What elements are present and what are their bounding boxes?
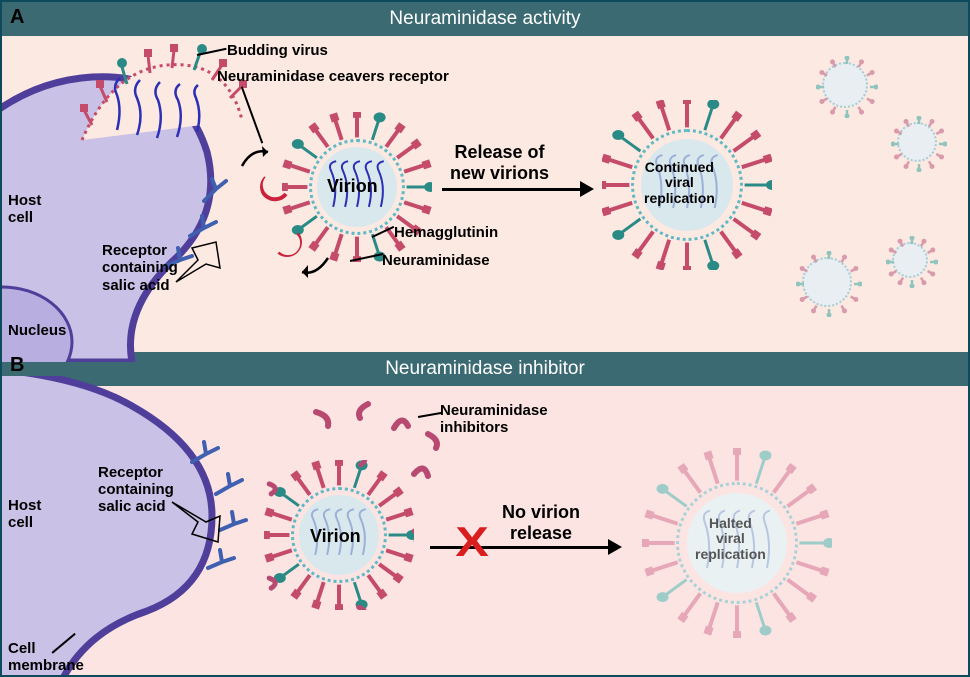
arrow-release-label: Release of new virions: [450, 142, 549, 184]
budding-virus: [72, 40, 252, 160]
receptor-b-2: [214, 472, 248, 500]
tiny-virion-1: [822, 62, 868, 108]
virion-halted-label: Halted viral replication: [695, 516, 766, 562]
arrow-novirion-label: No virion release: [502, 502, 580, 544]
diagram-frame: Neuraminidase activity A Host cell Nucle…: [0, 0, 970, 677]
tiny-virion-3: [802, 257, 852, 307]
curve-arrow-1: [238, 142, 274, 172]
inhibitor-5: [410, 460, 432, 482]
panel-a: Neuraminidase activity A Host cell Nucle…: [2, 2, 968, 352]
receptor-a-1: [202, 177, 236, 205]
tiny-virion-4: [892, 242, 928, 278]
virion-continued-label: Continued viral replication: [644, 160, 715, 206]
x-mark: X: [455, 518, 489, 566]
receptor-a-2: [188, 214, 222, 242]
label-neura: Neuraminidase: [382, 252, 490, 269]
receptor-b-1: [190, 440, 224, 468]
label-host-cell-a: Host cell: [8, 192, 41, 227]
virion-main-a-label: Virion: [327, 177, 378, 197]
label-host-cell-b: Host cell: [8, 497, 41, 532]
receptor-callout-b: [170, 500, 226, 550]
arrow-release-head: [580, 181, 594, 197]
curve-arrow-2: [298, 252, 334, 282]
panel-a-title: Neuraminidase activity: [389, 8, 580, 30]
receptor-callout-a: [174, 240, 224, 286]
label-cleaves: Neuraminidase ceavers receptor: [217, 68, 449, 85]
inhibitor-2: [352, 400, 374, 422]
arrow-release-line: [442, 188, 582, 191]
label-hema: Hemagglutinin: [394, 224, 498, 241]
inhibitor-1: [312, 408, 334, 430]
label-nucleus-a: Nucleus: [8, 322, 66, 339]
inhibitor-3: [390, 412, 412, 434]
label-cell-membrane: Cell membrane: [8, 640, 84, 675]
label-receptor-a: Receptor containing salic acid: [102, 242, 178, 294]
cleave-arc-1: [260, 172, 290, 202]
panel-a-letter: A: [10, 6, 24, 29]
panel-b: Neuraminidase inhibitor B Host cell Cell…: [2, 352, 968, 675]
label-inhibitors: Neuraminidase inhibitors: [440, 402, 548, 437]
label-receptor-b: Receptor containing salic acid: [98, 464, 174, 516]
arrow-novirion-head: [608, 539, 622, 555]
tiny-virion-2: [897, 122, 937, 162]
panel-b-title: Neuraminidase inhibitor: [385, 358, 585, 380]
virion-main-b-label: Virion: [310, 527, 361, 547]
receptor-b-4: [206, 548, 240, 576]
label-budding: Budding virus: [227, 42, 328, 59]
panel-b-letter: B: [10, 354, 24, 377]
